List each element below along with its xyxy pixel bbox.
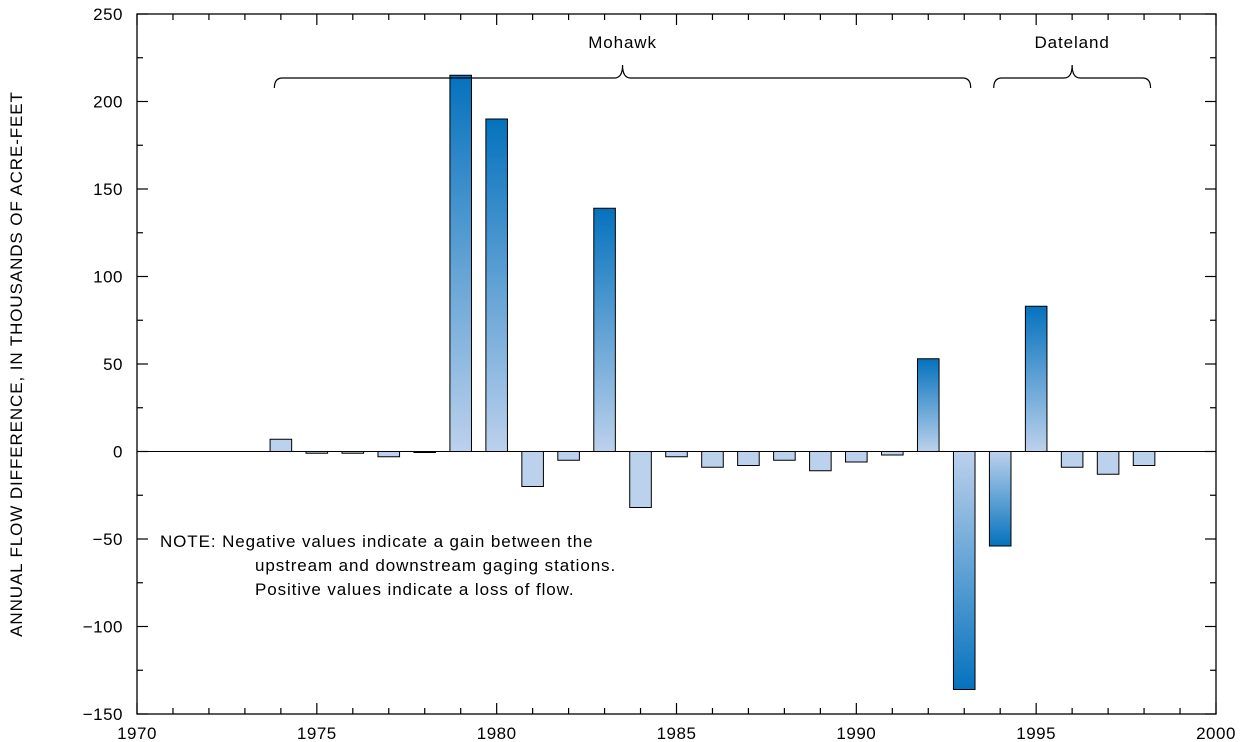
group-label-0: Mohawk	[588, 33, 657, 52]
bar-1983	[593, 207, 616, 452]
plot-frame	[136, 13, 1217, 715]
y-tick-label-0: 0	[113, 443, 123, 462]
bar-1988	[773, 451, 796, 461]
bar-1994	[988, 451, 1012, 547]
bar-1991	[881, 451, 904, 456]
x-tick-label-2000: 2000	[1196, 724, 1236, 742]
group-brackets: Mohawk Dateland	[273, 33, 1152, 89]
bar-1998	[1132, 451, 1156, 466]
group-bracket-1	[993, 64, 1152, 89]
bar-1985	[665, 451, 688, 458]
y-tick-label--100: −100	[83, 618, 123, 637]
bar-1989	[809, 451, 832, 472]
bar-1979	[449, 74, 472, 452]
note-line-3: Positive values indicate a loss of flow.	[255, 580, 574, 599]
bar-1990	[845, 451, 868, 463]
y-axis-title: ANNUAL FLOW DIFFERENCE, IN THOUSANDS OF …	[7, 91, 26, 637]
bar-1992	[916, 358, 940, 452]
x-tick-label-1990: 1990	[836, 724, 876, 742]
group-bracket-0	[273, 64, 972, 89]
ticks-layer: 1970 1975 1980 1985 1990 1995 2000 −150 −100 −50 0…	[83, 5, 1236, 742]
y-tick-label-200: 200	[93, 93, 123, 112]
y-tick-label-50: 50	[103, 355, 123, 374]
y-tick-label--50: −50	[93, 530, 123, 549]
x-tick-label-1995: 1995	[1016, 724, 1056, 742]
bar-1987	[737, 451, 760, 466]
bar-1981	[521, 451, 544, 487]
bar-1997	[1096, 451, 1120, 475]
x-tick-label-1985: 1985	[657, 724, 697, 742]
note-line-2: upstream and downstream gaging stations.	[255, 556, 616, 575]
bar-1984	[629, 451, 652, 508]
bar-1980	[485, 118, 508, 452]
y-tick-label-100: 100	[93, 268, 123, 287]
bar-1993	[952, 451, 976, 690]
bar-1982	[557, 451, 580, 461]
x-tick-label-1980: 1980	[477, 724, 517, 742]
bar-1986	[701, 451, 724, 468]
group-label-1: Dateland	[1035, 33, 1110, 52]
y-tick-label-150: 150	[93, 180, 123, 199]
bar-1977	[377, 451, 401, 458]
note: NOTE: Negative values indicate a gain be…	[160, 532, 616, 599]
x-tick-label-1970: 1970	[117, 724, 157, 742]
bar-1974	[269, 438, 293, 452]
bar-1996	[1060, 451, 1084, 468]
x-tick-label-1975: 1975	[297, 724, 337, 742]
y-tick-label-250: 250	[93, 5, 123, 24]
note-line-1: NOTE: Negative values indicate a gain be…	[160, 532, 593, 551]
bar-1995	[1024, 305, 1048, 452]
y-tick-label--150: −150	[83, 705, 123, 724]
